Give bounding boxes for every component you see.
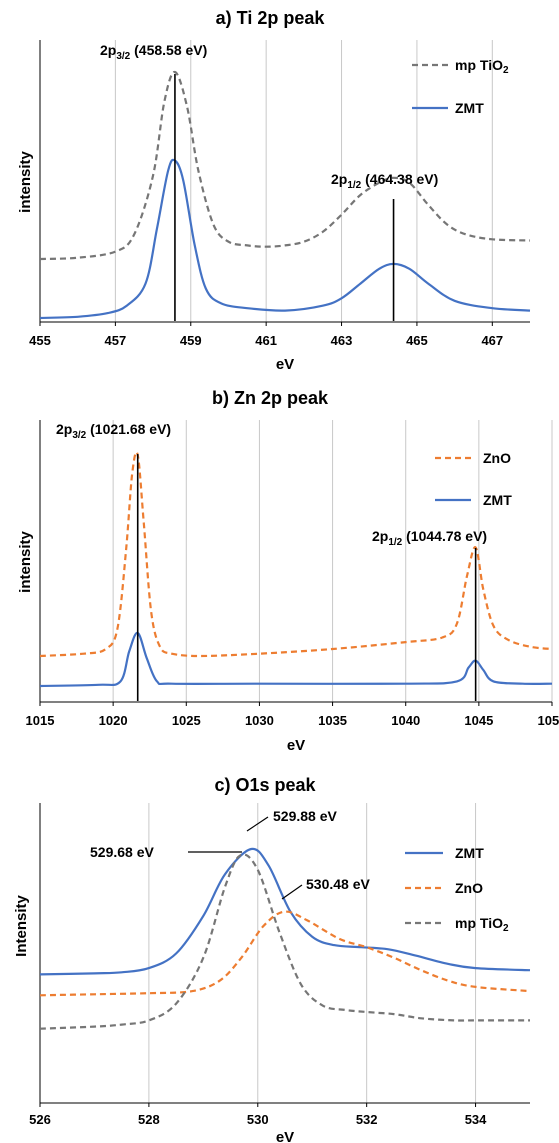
x-tick-label: 1015 [26, 713, 55, 728]
series-line-zmt [39, 631, 553, 688]
x-tick-label: 1035 [318, 713, 347, 728]
legend-label: ZnO [483, 450, 511, 466]
legend-label: mp TiO2 [455, 57, 509, 76]
peak-annotation: 529.68 eV [90, 844, 154, 860]
x-axis-label: eV [276, 356, 294, 372]
legend-label: ZMT [455, 845, 484, 861]
series-line-zmt [39, 158, 531, 320]
peak-annotation: 2p1/2 (464.38 eV) [331, 171, 438, 191]
x-tick-label: 465 [406, 333, 428, 348]
y-axis-label: intensity [17, 531, 34, 593]
ti-2p-chart: a) Ti 2p peak 455 457 459 461 463 465 467 eV inte… [17, 8, 531, 372]
x-tick-label: 534 [465, 1112, 487, 1127]
x-tick-label: 526 [29, 1112, 51, 1127]
legend-label: mp TiO2 [455, 915, 509, 934]
peak-annotation: 530.48 eV [306, 876, 370, 892]
chart-title: c) O1s peak [214, 775, 316, 795]
y-axis-label: Intensity [13, 895, 30, 957]
peak-annotation: 2p3/2 (458.58 eV) [100, 42, 207, 62]
legend-label: ZMT [455, 100, 484, 116]
x-tick-label: 1050 [538, 713, 559, 728]
legend-label: ZMT [483, 492, 512, 508]
x-tick-label: 528 [138, 1112, 160, 1127]
x-tick-label: 1030 [245, 713, 274, 728]
x-tick-label: 1040 [391, 713, 420, 728]
annotation-leader [281, 884, 303, 900]
x-axis-label: eV [287, 737, 305, 754]
x-tick-label: 530 [247, 1112, 269, 1127]
x-tick-label: 461 [255, 333, 277, 348]
series-line-mp-tio [39, 70, 531, 261]
peak-annotation: 2p3/2 (1021.68 eV) [56, 421, 171, 441]
series-line-zno [39, 910, 531, 997]
x-axis-label: eV [276, 1129, 294, 1143]
x-tick-label: 1045 [464, 713, 493, 728]
x-tick-label: 467 [481, 333, 503, 348]
x-tick-label: 463 [331, 333, 353, 348]
o1s-chart: c) O1s peak 526 528 530 532 534 eV Intensity ZMT… [13, 775, 531, 1143]
series-line-zmt [39, 847, 531, 976]
x-tick-label: 457 [105, 333, 127, 348]
annotation-leader [246, 816, 269, 832]
series-line-zno [39, 451, 553, 658]
chart-title: b) Zn 2p peak [212, 388, 329, 408]
x-tick-label: 459 [180, 333, 202, 348]
series-line-mp-tio [39, 853, 530, 1030]
legend-label: ZnO [455, 880, 483, 896]
x-tick-label: 1025 [172, 713, 201, 728]
zn-2p-chart: b) Zn 2p peak 1015 1020 1025 1030 1035 1040 104… [17, 388, 559, 754]
peak-annotation: 2p1/2 (1044.78 eV) [372, 528, 487, 548]
x-tick-label: 455 [29, 333, 51, 348]
peak-annotation: 529.88 eV [273, 808, 337, 824]
x-tick-label: 532 [356, 1112, 378, 1127]
y-axis-label: intensity [17, 151, 34, 213]
x-tick-label: 1020 [99, 713, 128, 728]
chart-title: a) Ti 2p peak [216, 8, 326, 28]
